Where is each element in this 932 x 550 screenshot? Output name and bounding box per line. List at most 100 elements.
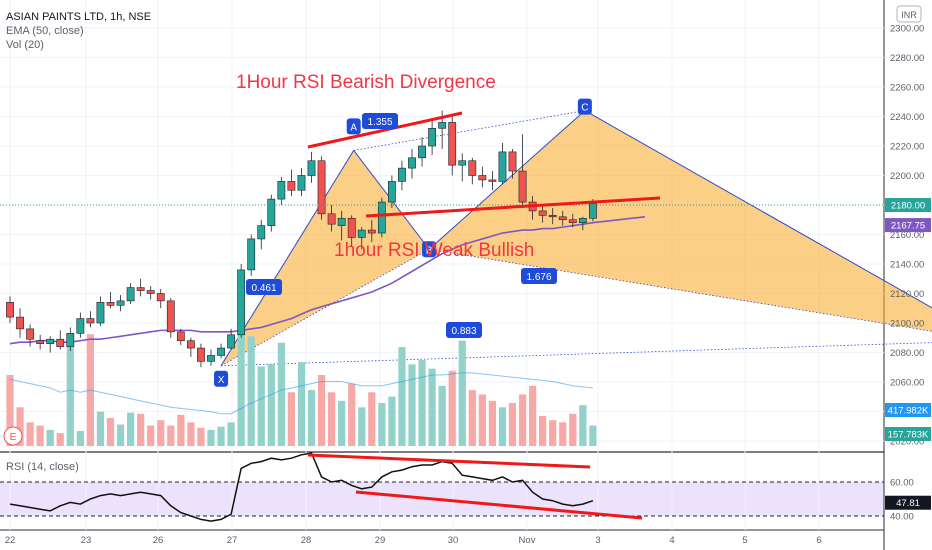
candle-body bbox=[327, 213, 336, 225]
candle-body bbox=[76, 318, 85, 334]
volume-ma-line bbox=[9, 372, 593, 415]
volume-ma-text: 417.982K bbox=[888, 406, 929, 417]
volume-bar bbox=[559, 422, 567, 446]
candle-body bbox=[36, 340, 45, 344]
volume-bar bbox=[348, 383, 356, 446]
candle-body bbox=[377, 201, 386, 234]
volume-bar bbox=[529, 385, 537, 446]
candle-body bbox=[106, 302, 115, 306]
candle-body bbox=[448, 122, 457, 166]
volume-bar bbox=[408, 364, 416, 446]
volume-bar bbox=[287, 392, 295, 446]
ratio-badge bbox=[446, 322, 482, 338]
candle-body bbox=[307, 160, 316, 176]
candle-body bbox=[458, 160, 467, 166]
ratio-badge bbox=[362, 113, 398, 129]
time-tick-label: 28 bbox=[301, 535, 312, 546]
candle-body bbox=[46, 338, 55, 344]
candle-body bbox=[287, 181, 296, 191]
candle-body bbox=[66, 333, 75, 347]
currency-label: INR bbox=[901, 10, 917, 20]
candle-body bbox=[146, 290, 155, 294]
pattern-ratio-line-ac bbox=[353, 110, 585, 151]
volume-bar bbox=[549, 420, 557, 446]
currency-badge[interactable] bbox=[896, 5, 922, 23]
volume-bar bbox=[428, 368, 436, 446]
price-tick-label: 2160.00 bbox=[890, 230, 924, 241]
candle-body bbox=[237, 269, 246, 336]
candle-body bbox=[498, 151, 507, 182]
candle-body bbox=[277, 181, 286, 200]
time-tick-label: 23 bbox=[81, 535, 92, 546]
time-tick-label: 3 bbox=[595, 535, 600, 546]
candle-body bbox=[247, 238, 256, 271]
candle-body bbox=[398, 167, 406, 182]
price-tick-label: 2020.00 bbox=[890, 437, 924, 448]
volume-bar bbox=[317, 375, 326, 446]
candle-body bbox=[96, 302, 105, 324]
rsi-tick-label: 60.00 bbox=[890, 478, 914, 489]
candle-body bbox=[86, 318, 95, 324]
candle-body bbox=[317, 160, 326, 215]
bearish-divergence-annotation: 1Hour RSI Bearish Divergence bbox=[236, 72, 496, 93]
volume-bar bbox=[116, 424, 125, 446]
pattern-ratio-line-xb bbox=[220, 248, 430, 367]
time-tick-label: 4 bbox=[669, 535, 674, 546]
volume-bar bbox=[96, 411, 105, 446]
ema-line bbox=[9, 216, 645, 345]
ratio-label: 1.676 bbox=[526, 272, 551, 283]
ema-value-text: 2167.75 bbox=[891, 221, 925, 232]
rsi-legend: RSI (14, close) bbox=[6, 461, 79, 473]
candle-body bbox=[166, 300, 175, 333]
volume-bar bbox=[468, 390, 476, 446]
volume-bar bbox=[257, 366, 265, 446]
candle-body bbox=[116, 300, 125, 306]
candle-body bbox=[337, 217, 346, 226]
volume-bar bbox=[177, 414, 185, 446]
volume-bar bbox=[498, 407, 507, 446]
volume-bar bbox=[358, 407, 366, 446]
candle-body bbox=[357, 229, 366, 238]
earnings-icon[interactable] bbox=[3, 426, 23, 446]
candle-body bbox=[367, 229, 376, 234]
pattern-point-marker bbox=[346, 118, 361, 135]
last-volume-badge bbox=[885, 427, 931, 441]
volume-bar bbox=[137, 413, 145, 446]
candle-body bbox=[518, 170, 527, 203]
volume-bar bbox=[589, 425, 597, 446]
volume-bar bbox=[147, 425, 155, 446]
volume-bar bbox=[36, 425, 44, 446]
candle-body bbox=[207, 355, 215, 362]
volume-bar bbox=[539, 415, 547, 446]
volume-bar bbox=[267, 364, 275, 446]
volume-bar bbox=[579, 405, 587, 446]
candle-body bbox=[418, 145, 426, 159]
pattern-point-label: B bbox=[426, 245, 433, 256]
candle-body bbox=[588, 203, 597, 219]
pattern-triangle-bcd bbox=[429, 110, 932, 332]
candle-body bbox=[136, 287, 145, 291]
bullish-trendline-rsi bbox=[355, 490, 643, 520]
ratio-label: 0.883 bbox=[451, 326, 476, 337]
candle-body bbox=[478, 175, 487, 181]
time-tick-label: 30 bbox=[448, 535, 459, 546]
volume-bar bbox=[328, 392, 336, 446]
time-tick-label: Nov bbox=[519, 535, 536, 546]
volume-bar bbox=[106, 418, 115, 446]
candle-body bbox=[297, 175, 306, 191]
candle-body bbox=[16, 316, 24, 330]
volume-bar bbox=[338, 400, 346, 446]
rsi-value-text: 47.81 bbox=[896, 498, 920, 509]
candle-body bbox=[176, 331, 185, 342]
volume-bar bbox=[277, 342, 285, 446]
time-tick-label: 29 bbox=[375, 535, 386, 546]
candle-body bbox=[387, 181, 396, 203]
pattern-leg-bc bbox=[428, 110, 586, 250]
pattern-leg-cd bbox=[584, 110, 932, 309]
volume-bar bbox=[297, 362, 306, 446]
volume-bar bbox=[478, 394, 486, 446]
price-tick-label: 2080.00 bbox=[890, 348, 924, 359]
volume-bar bbox=[418, 360, 426, 446]
volume-bar bbox=[458, 340, 466, 446]
